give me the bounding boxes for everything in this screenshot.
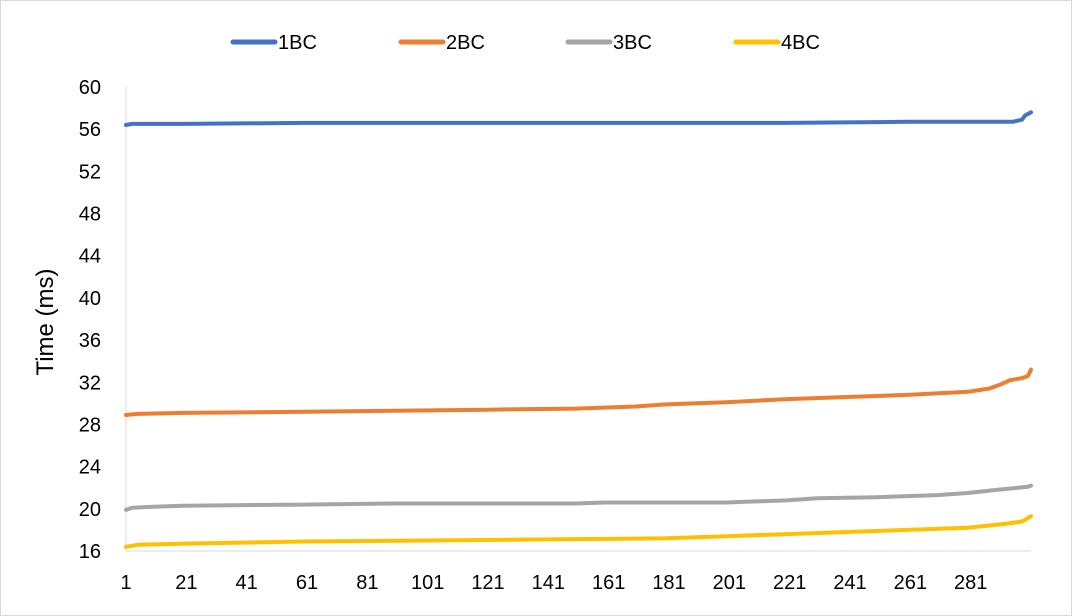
- series-line-3bc: [124, 483, 1033, 512]
- y-tick-label: 24: [79, 457, 101, 479]
- series-group: [124, 110, 1033, 549]
- x-tick-label: 121: [471, 572, 504, 594]
- y-axis-title: Time (ms): [32, 268, 59, 375]
- x-tick-label: 281: [954, 572, 987, 594]
- y-tick-label: 40: [79, 288, 101, 310]
- x-tick-label: 221: [773, 572, 806, 594]
- series-line-4bc: [124, 514, 1033, 549]
- series-line-1bc: [124, 110, 1033, 127]
- x-tick-label: 1: [120, 572, 131, 594]
- y-tick-label: 44: [79, 246, 101, 268]
- legend: 1BC 2BC 3BC 4BC: [230, 32, 820, 54]
- x-tick-label: 261: [894, 572, 927, 594]
- y-tick-label: 48: [79, 204, 101, 226]
- x-tick-label: 101: [411, 572, 444, 594]
- y-tick-label: 60: [79, 77, 101, 99]
- series-line-2bc: [124, 367, 1033, 417]
- y-tick-label: 20: [79, 499, 101, 521]
- x-tick-label: 41: [236, 572, 258, 594]
- legend-label-3bc: 3BC: [613, 32, 652, 54]
- x-tick-label: 241: [833, 572, 866, 594]
- y-tick-label: 56: [79, 119, 101, 141]
- y-tick-label: 36: [79, 330, 101, 352]
- x-tick-label: 201: [713, 572, 746, 594]
- x-axis-ticks: 1 21 41 61 81 101 121 141 161 181 201 221 241 261 281: [120, 572, 987, 594]
- y-tick-label: 52: [79, 161, 101, 183]
- x-tick-label: 61: [296, 572, 318, 594]
- legend-label-1bc: 1BC: [278, 32, 317, 54]
- y-axis-ticks: 16 20 24 28 32 36 40 44 48 52 56 60: [79, 77, 101, 563]
- y-tick-label: 16: [79, 541, 101, 563]
- y-tick-label: 28: [79, 414, 101, 436]
- x-tick-label: 161: [592, 572, 625, 594]
- x-tick-label: 181: [652, 572, 685, 594]
- x-tick-label: 141: [532, 572, 565, 594]
- legend-label-2bc: 2BC: [446, 32, 485, 54]
- x-tick-label: 21: [175, 572, 197, 594]
- y-tick-label: 32: [79, 372, 101, 394]
- x-tick-label: 81: [356, 572, 378, 594]
- legend-label-4bc: 4BC: [781, 32, 820, 54]
